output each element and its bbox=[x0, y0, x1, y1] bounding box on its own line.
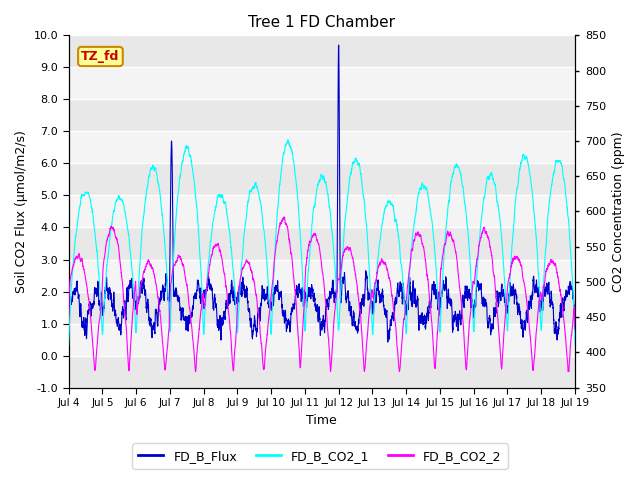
Text: TZ_fd: TZ_fd bbox=[81, 50, 120, 63]
Bar bbox=[68, 67, 575, 99]
Title: Tree 1 FD Chamber: Tree 1 FD Chamber bbox=[248, 15, 396, 30]
Bar bbox=[68, 228, 575, 260]
Bar bbox=[68, 291, 575, 324]
Bar bbox=[68, 260, 575, 291]
Bar bbox=[68, 132, 575, 164]
X-axis label: Time: Time bbox=[307, 414, 337, 427]
Bar bbox=[68, 195, 575, 228]
Y-axis label: Soil CO2 Flux (μmol/m2/s): Soil CO2 Flux (μmol/m2/s) bbox=[15, 130, 28, 293]
Y-axis label: CO2 Concentration (ppm): CO2 Concentration (ppm) bbox=[612, 131, 625, 292]
Bar bbox=[68, 99, 575, 132]
Bar bbox=[68, 324, 575, 356]
Bar bbox=[68, 36, 575, 67]
Bar bbox=[68, 164, 575, 195]
Legend: FD_B_Flux, FD_B_CO2_1, FD_B_CO2_2: FD_B_Flux, FD_B_CO2_1, FD_B_CO2_2 bbox=[132, 444, 508, 469]
Bar bbox=[68, 356, 575, 388]
